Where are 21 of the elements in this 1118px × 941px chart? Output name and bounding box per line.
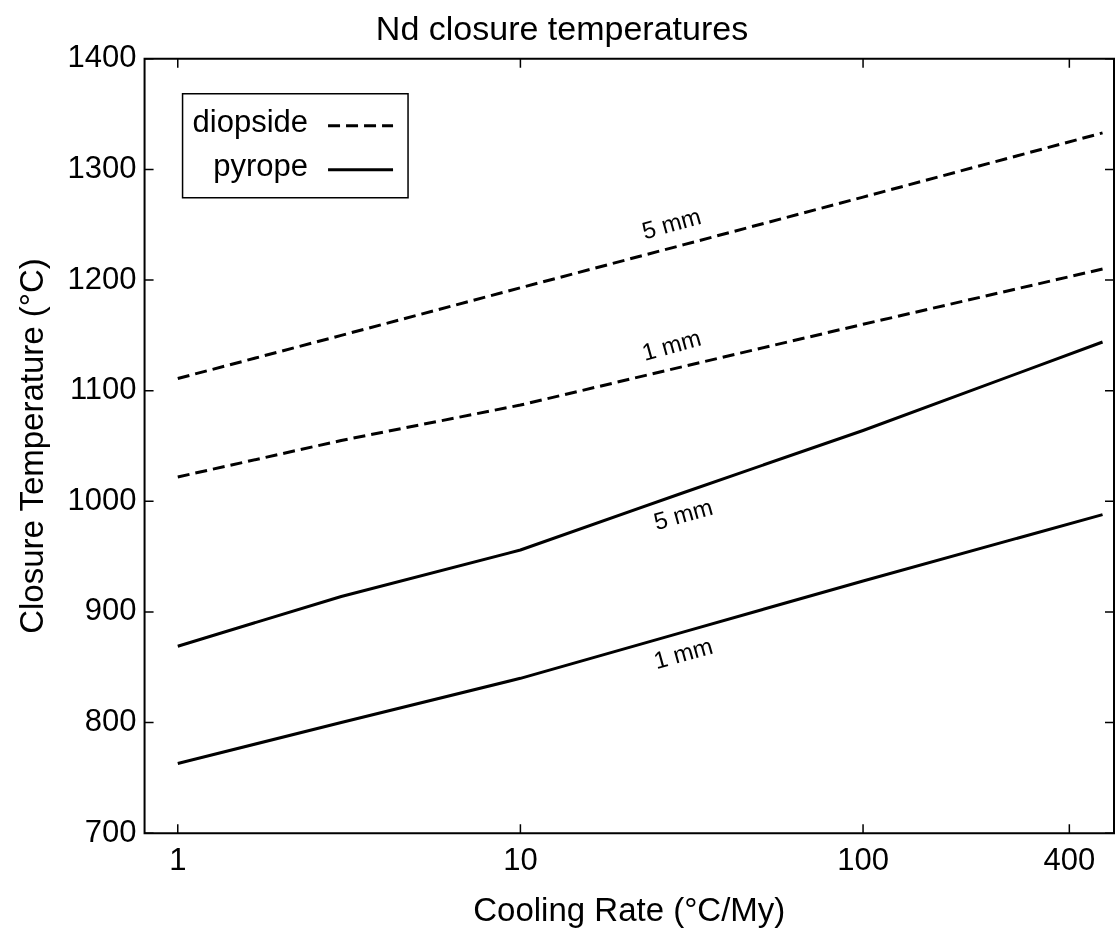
annotation: 1 mm [650, 631, 716, 675]
annotation: 5 mm [650, 493, 716, 536]
x-tick-label: 10 [503, 842, 538, 878]
y-tick-label: 1200 [67, 260, 137, 296]
legend-label: diopside [192, 104, 309, 140]
annotation: 1 mm [638, 323, 704, 366]
x-tick-label: 1 [169, 842, 187, 878]
x-tick-label: 400 [1043, 842, 1096, 878]
y-tick-label: 1400 [67, 39, 137, 75]
x-tick-label: 100 [837, 842, 889, 878]
y-tick-label: 1300 [67, 149, 137, 185]
y-tick-label: 900 [84, 592, 137, 628]
y-tick-label: 700 [84, 813, 137, 849]
y-tick-label: 1100 [69, 371, 137, 407]
chart-title: Nd closure temperatures [375, 8, 749, 47]
y-tick-label: 800 [84, 703, 137, 739]
legend-label: pyrope [213, 148, 309, 184]
annotation: 5 mm [638, 202, 704, 245]
y-tick-label: 1000 [67, 481, 137, 517]
y-axis-title: Closure Temperature (°C) [12, 258, 50, 634]
x-axis-title: Cooling Rate (°C/My) [473, 891, 786, 929]
